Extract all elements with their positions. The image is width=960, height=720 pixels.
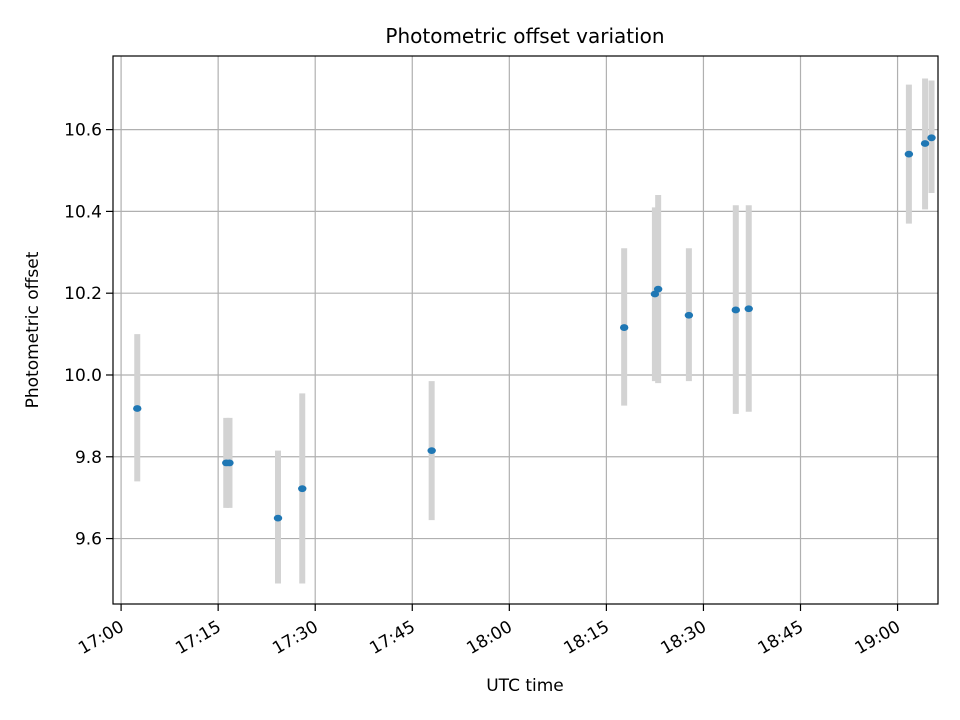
data-point [927,134,936,142]
y-tick-label: 9.8 [75,448,102,468]
data-point [920,140,930,147]
y-tick-label: 10.4 [64,202,102,222]
data-point [684,311,694,319]
chart-title: Photometric offset variation [385,24,664,48]
y-axis-label: Photometric offset [23,251,43,408]
x-axis-label: UTC time [486,676,564,696]
data-point [225,459,234,467]
data-point [744,305,753,313]
y-tick-label: 9.6 [75,530,102,550]
data-point [133,405,142,412]
data-point [619,324,629,331]
y-axis: 9.6 9.8 10.0 10.2 10.4 10.6 [64,121,113,550]
data-point [731,306,740,314]
data-point [904,150,914,158]
data-point [273,514,283,522]
y-tick-label: 10.6 [64,121,102,141]
grid [113,56,938,604]
data-point [427,447,436,455]
plot-frame [112,55,939,605]
data-points [133,134,936,522]
y-tick-label: 10.0 [64,366,102,386]
data-point [298,485,307,493]
y-tick-label: 10.2 [64,284,102,304]
data-point [653,285,663,293]
